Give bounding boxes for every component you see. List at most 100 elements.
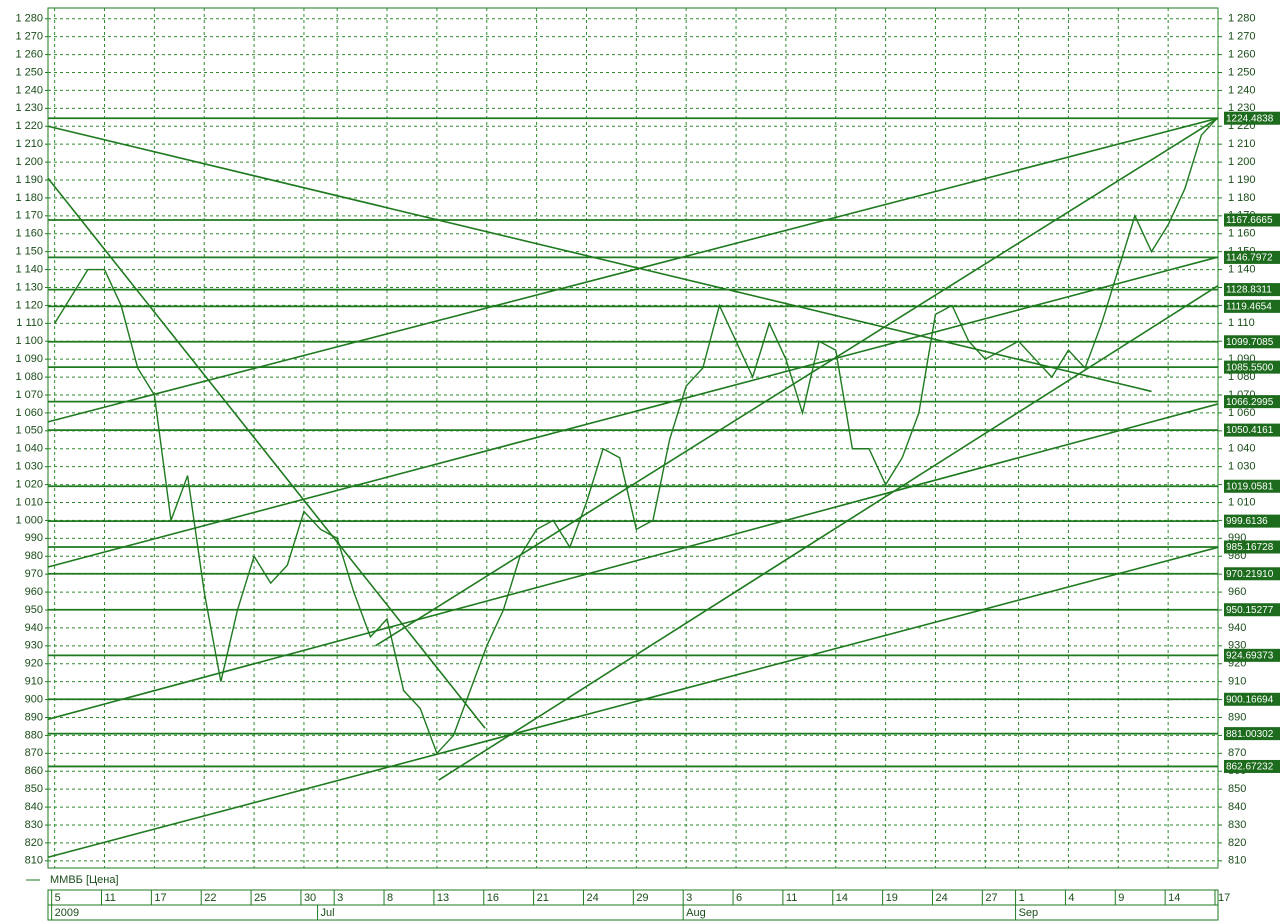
y2-tick-label: 1 010 bbox=[1228, 496, 1256, 508]
x-tick-label: 22 bbox=[204, 892, 216, 904]
y-tick-label: 1 020 bbox=[15, 478, 43, 490]
x-tick-label: 27 bbox=[985, 892, 997, 904]
level-label: 1128.8311 bbox=[1226, 285, 1272, 296]
y-tick-label: 1 250 bbox=[15, 66, 43, 78]
y-tick-label: 830 bbox=[25, 819, 43, 831]
y-tick-label: 1 280 bbox=[15, 13, 43, 25]
y2-tick-label: 1 080 bbox=[1228, 371, 1256, 383]
y2-tick-label: 1 240 bbox=[1228, 84, 1256, 96]
y-tick-label: 1 030 bbox=[15, 461, 43, 473]
y2-tick-label: 840 bbox=[1228, 801, 1246, 813]
y-tick-label: 1 180 bbox=[15, 192, 43, 204]
y-tick-label: 1 150 bbox=[15, 246, 43, 258]
level-tag bbox=[1224, 423, 1280, 437]
level-tag bbox=[1224, 692, 1280, 706]
y-tick-label: 950 bbox=[25, 604, 43, 616]
y-tick-label: 1 200 bbox=[15, 156, 43, 168]
y-tick-label: 900 bbox=[25, 693, 43, 705]
y-tick-label: 1 160 bbox=[15, 228, 43, 240]
x-tick-label: 3 bbox=[686, 892, 692, 904]
trend-line bbox=[438, 285, 1219, 781]
x-tick-label: 4 bbox=[1068, 892, 1074, 904]
x-tick-label: 29 bbox=[636, 892, 648, 904]
y-tick-label: 1 100 bbox=[15, 335, 43, 347]
y2-tick-label: 850 bbox=[1228, 783, 1246, 795]
y-tick-label: 910 bbox=[25, 676, 43, 688]
level-label: 881.00302 bbox=[1226, 729, 1274, 740]
y-tick-label: 1 190 bbox=[15, 174, 43, 186]
level-label: 1019.0581 bbox=[1226, 481, 1274, 492]
y-tick-label: 880 bbox=[25, 729, 43, 741]
month-label: Sep bbox=[1019, 907, 1039, 919]
y-tick-label: 1 070 bbox=[15, 389, 43, 401]
y2-tick-label: 1 030 bbox=[1228, 461, 1256, 473]
level-tag bbox=[1224, 727, 1280, 741]
x-tick-label: 13 bbox=[437, 892, 449, 904]
x-tick-label: 24 bbox=[935, 892, 947, 904]
x-tick-label: 25 bbox=[254, 892, 266, 904]
y2-tick-label: 1 190 bbox=[1228, 174, 1256, 186]
y2-tick-label: 810 bbox=[1228, 855, 1246, 867]
y2-tick-label: 1 140 bbox=[1228, 263, 1256, 275]
level-tag bbox=[1224, 283, 1280, 297]
x-tick-label: 6 bbox=[736, 892, 742, 904]
legend-label: ММВБ [Цена] bbox=[50, 874, 119, 886]
y2-tick-label: 1 110 bbox=[1228, 317, 1255, 329]
x-tick-label: 17 bbox=[154, 892, 166, 904]
x-tick-label: 19 bbox=[886, 892, 898, 904]
level-label: 1099.7085 bbox=[1226, 337, 1274, 348]
x-tick-label: 8 bbox=[387, 892, 393, 904]
y-tick-label: 820 bbox=[25, 837, 43, 849]
level-label: 1146.7972 bbox=[1226, 253, 1273, 264]
month-label: 2009 bbox=[55, 907, 79, 919]
y-tick-label: 920 bbox=[25, 658, 43, 670]
y-tick-label: 980 bbox=[25, 550, 43, 562]
trend-line bbox=[374, 117, 1219, 647]
level-label: 970.21910 bbox=[1226, 569, 1274, 580]
y2-tick-label: 1 260 bbox=[1228, 48, 1256, 60]
y2-tick-label: 1 160 bbox=[1228, 228, 1256, 240]
y-tick-label: 890 bbox=[25, 711, 43, 723]
y-tick-label: 1 140 bbox=[15, 263, 43, 275]
y-tick-label: 1 040 bbox=[15, 443, 43, 455]
y-tick-label: 1 130 bbox=[15, 281, 43, 293]
y-tick-label: 1 060 bbox=[15, 407, 43, 419]
x-tick-label: 5 bbox=[55, 892, 61, 904]
level-label: 1224.4838 bbox=[1226, 113, 1274, 124]
y2-tick-label: 820 bbox=[1228, 837, 1246, 849]
y-tick-label: 860 bbox=[25, 765, 43, 777]
y-tick-label: 1 010 bbox=[15, 496, 43, 508]
level-tag bbox=[1224, 111, 1280, 125]
x-tick-label: 21 bbox=[537, 892, 549, 904]
level-label: 950.15277 bbox=[1226, 605, 1274, 616]
level-tag bbox=[1224, 567, 1280, 581]
y-tick-label: 930 bbox=[25, 640, 43, 652]
y-tick-label: 1 170 bbox=[15, 210, 43, 222]
trend-line bbox=[47, 546, 1219, 859]
trend-line bbox=[47, 125, 1152, 393]
x-tick-label: 1 bbox=[1019, 892, 1025, 904]
level-label: 900.16694 bbox=[1226, 694, 1274, 705]
y2-tick-label: 940 bbox=[1228, 622, 1246, 634]
level-tag bbox=[1224, 759, 1280, 773]
y2-tick-label: 870 bbox=[1228, 747, 1246, 759]
trend-line bbox=[47, 256, 1219, 568]
price-line bbox=[54, 116, 1219, 755]
level-tag bbox=[1224, 603, 1280, 617]
level-label: 1050.4161 bbox=[1226, 425, 1274, 436]
level-tag bbox=[1224, 250, 1280, 264]
y-tick-label: 840 bbox=[25, 801, 43, 813]
y-tick-label: 1 090 bbox=[15, 353, 43, 365]
y2-tick-label: 1 250 bbox=[1228, 66, 1256, 78]
y-tick-label: 990 bbox=[25, 532, 43, 544]
y2-tick-label: 1 200 bbox=[1228, 156, 1256, 168]
y2-tick-label: 930 bbox=[1228, 640, 1246, 652]
y-tick-label: 1 000 bbox=[15, 514, 43, 526]
x-tick-label: 24 bbox=[586, 892, 598, 904]
x-tick-label: 11 bbox=[105, 892, 116, 904]
x-tick-label: 30 bbox=[304, 892, 316, 904]
y-tick-label: 1 230 bbox=[15, 102, 43, 114]
x-tick-label: 17 bbox=[1218, 892, 1230, 904]
level-label: 862.67232 bbox=[1226, 762, 1274, 773]
